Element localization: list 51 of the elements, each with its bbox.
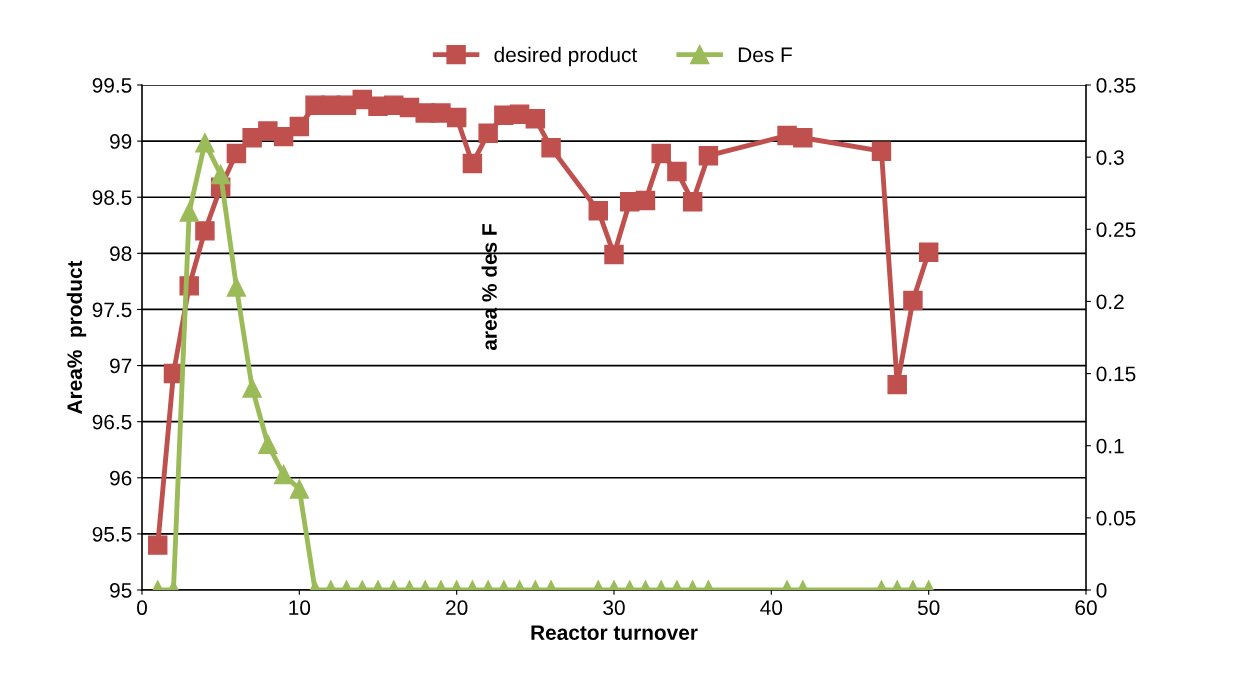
- x-tick-label: 20: [446, 600, 468, 616]
- y2-tick-label: 0.3: [1096, 150, 1124, 165]
- point: [635, 190, 656, 211]
- point: [446, 107, 467, 128]
- legend-label: desired product: [494, 46, 638, 67]
- x-tick-label: 0: [137, 600, 147, 616]
- x-tick-label: 40: [760, 600, 783, 616]
- point: [462, 153, 483, 174]
- point: [698, 145, 719, 166]
- y2-tick-label: 0.2: [1096, 294, 1124, 310]
- x-tick-label: 50: [917, 600, 940, 616]
- x-tick-label: 10: [289, 600, 311, 616]
- point: [541, 138, 561, 158]
- x-tick-label: 30: [603, 600, 625, 616]
- y-tick-label: 96.5: [92, 414, 132, 430]
- point: [651, 143, 671, 164]
- point: [148, 535, 168, 555]
- x-tick-label: 60: [1075, 600, 1097, 616]
- y2-tick-label: 0: [1096, 583, 1107, 598]
- y2-tick-label: 0.15: [1096, 366, 1136, 382]
- point: [604, 244, 624, 265]
- point: [588, 200, 608, 221]
- y2-tick-label: 0.05: [1096, 510, 1136, 526]
- point: [667, 161, 687, 182]
- point: [195, 221, 215, 241]
- point: [525, 108, 546, 129]
- y-tick-label: 98.5: [92, 190, 132, 205]
- point: [226, 143, 247, 164]
- point: [918, 242, 939, 262]
- y-tick-label: 95.5: [92, 526, 132, 542]
- point: [289, 116, 310, 137]
- point: [793, 128, 813, 148]
- y2-tick-label: 0.35: [1096, 78, 1136, 93]
- point: [903, 290, 923, 311]
- point: [887, 374, 907, 395]
- y-tick-label: 99: [110, 134, 132, 149]
- y-tick-label: 96: [110, 470, 132, 486]
- x-axis-title: Reactor turnover: [531, 625, 698, 640]
- y2-tick-label: 0.25: [1096, 222, 1136, 238]
- point: [682, 191, 703, 212]
- y-tick-label: 99.5: [92, 78, 132, 93]
- y2-tick-label: 0.1: [1096, 438, 1124, 454]
- annotation: area % des F: [481, 224, 497, 351]
- point: [478, 123, 498, 143]
- y-tick-label: 97.5: [92, 302, 132, 318]
- point: [871, 141, 892, 161]
- y-tick-label: 97: [110, 358, 132, 374]
- y-axis-title: Area% product: [66, 260, 87, 414]
- y-tick-label: 95: [110, 583, 132, 598]
- legend-label: Des F: [738, 47, 792, 63]
- y-tick-label: 98: [110, 246, 132, 262]
